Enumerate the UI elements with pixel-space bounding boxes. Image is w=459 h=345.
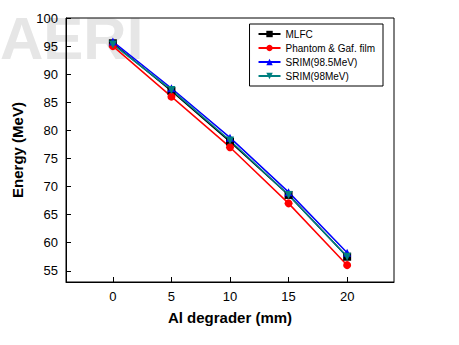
svg-text:90: 90 [44, 67, 58, 82]
svg-text:Phantom & Gaf. film: Phantom & Gaf. film [286, 43, 375, 54]
svg-text:Al degrader (mm): Al degrader (mm) [168, 309, 292, 326]
svg-text:15: 15 [281, 289, 295, 304]
svg-text:100: 100 [36, 11, 58, 26]
svg-text:55: 55 [44, 263, 58, 278]
svg-text:0: 0 [109, 289, 116, 304]
svg-text:MLFC: MLFC [286, 29, 313, 40]
svg-text:65: 65 [44, 207, 58, 222]
svg-text:SRIM(98.5MeV): SRIM(98.5MeV) [286, 57, 358, 68]
svg-text:85: 85 [44, 95, 58, 110]
svg-text:95: 95 [44, 39, 58, 54]
svg-text:SRIM(98MeV): SRIM(98MeV) [286, 71, 349, 82]
svg-text:5: 5 [168, 289, 175, 304]
svg-text:80: 80 [44, 123, 58, 138]
svg-text:70: 70 [44, 179, 58, 194]
svg-text:60: 60 [44, 235, 58, 250]
svg-text:Energy (MeV): Energy (MeV) [9, 102, 26, 198]
svg-text:75: 75 [44, 151, 58, 166]
svg-text:20: 20 [340, 289, 354, 304]
svg-text:10: 10 [223, 289, 237, 304]
svg-text:AERI: AERI [0, 5, 143, 72]
